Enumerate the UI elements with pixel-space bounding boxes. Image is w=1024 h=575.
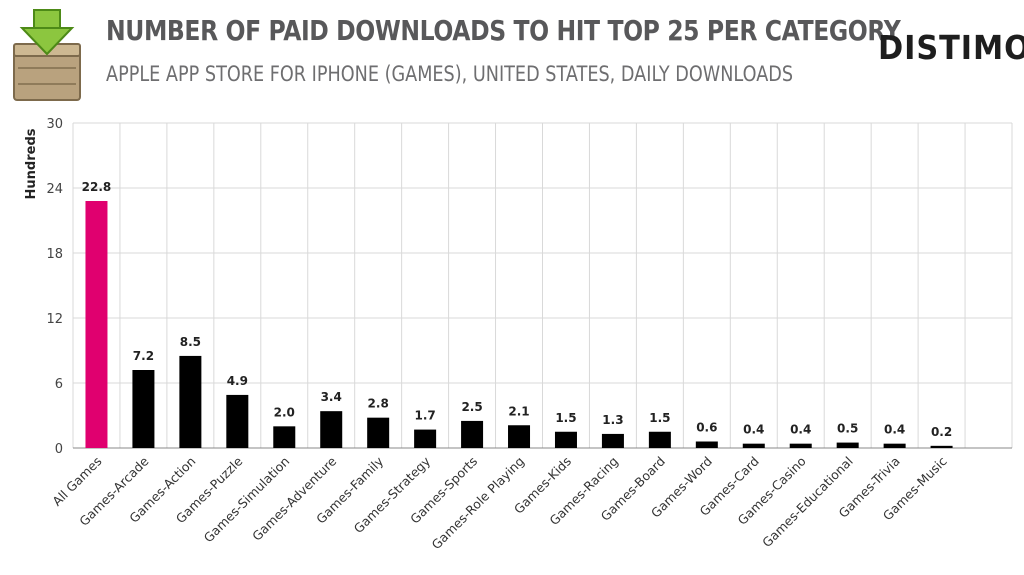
bar	[85, 201, 108, 448]
brand-logo: DISTIMO	[878, 28, 1024, 67]
data-label: 1.3	[602, 413, 623, 427]
y-tick-label: 24	[46, 182, 63, 197]
bar	[414, 429, 437, 448]
y-tick-label: 0	[55, 442, 63, 457]
y-tick-label: 12	[46, 312, 63, 327]
bar	[930, 445, 953, 448]
data-label: 0.5	[837, 422, 858, 436]
bar-layer	[85, 201, 953, 448]
data-label: 0.4	[790, 423, 811, 437]
bar	[601, 433, 624, 448]
y-tick-label: 30	[46, 117, 63, 132]
y-tick-label: 6	[55, 377, 63, 392]
category-label: Games-Simulation	[201, 454, 293, 546]
data-label: 0.4	[743, 423, 764, 437]
data-label: 2.8	[368, 397, 389, 411]
data-label: 4.9	[227, 374, 248, 388]
category-label: Games-Role Playing	[428, 454, 527, 553]
grid-layer	[72, 122, 1013, 449]
bar	[461, 420, 484, 448]
bar	[695, 441, 718, 448]
bar	[648, 431, 671, 448]
bar	[132, 370, 155, 448]
bar	[320, 411, 343, 448]
data-label: 1.5	[555, 411, 576, 425]
data-label: 7.2	[133, 349, 154, 363]
chart-title: NUMBER OF PAID DOWNLOADS TO HIT TOP 25 P…	[106, 14, 901, 47]
data-label: 1.7	[414, 409, 435, 423]
bar	[883, 443, 906, 448]
category-label: Games-Adventure	[249, 453, 339, 543]
bar	[554, 431, 577, 448]
download-crate-icon	[13, 9, 81, 101]
data-label: 8.5	[180, 335, 201, 349]
bar	[226, 394, 249, 448]
data-label: 22.8	[82, 180, 112, 194]
chart-subtitle: APPLE APP STORE FOR IPHONE (GAMES), UNIT…	[106, 62, 794, 86]
category-label: Games-Educational	[759, 454, 856, 551]
data-label: 2.5	[461, 400, 482, 414]
data-label: 0.4	[884, 423, 905, 437]
y-tick-label: 18	[46, 247, 63, 262]
bar	[836, 442, 859, 448]
data-label: 0.6	[696, 421, 717, 435]
bar	[179, 355, 202, 448]
y-axis-label: Hundreds	[24, 128, 39, 199]
bar	[508, 425, 531, 448]
bar	[789, 443, 812, 448]
bar	[367, 417, 390, 448]
data-label: 2.0	[274, 405, 295, 419]
bar	[742, 443, 765, 448]
data-label: 3.4	[321, 390, 342, 404]
data-label: 1.5	[649, 411, 670, 425]
data-label: 2.1	[508, 404, 529, 418]
data-label: 0.2	[931, 425, 952, 439]
bar	[273, 426, 296, 448]
